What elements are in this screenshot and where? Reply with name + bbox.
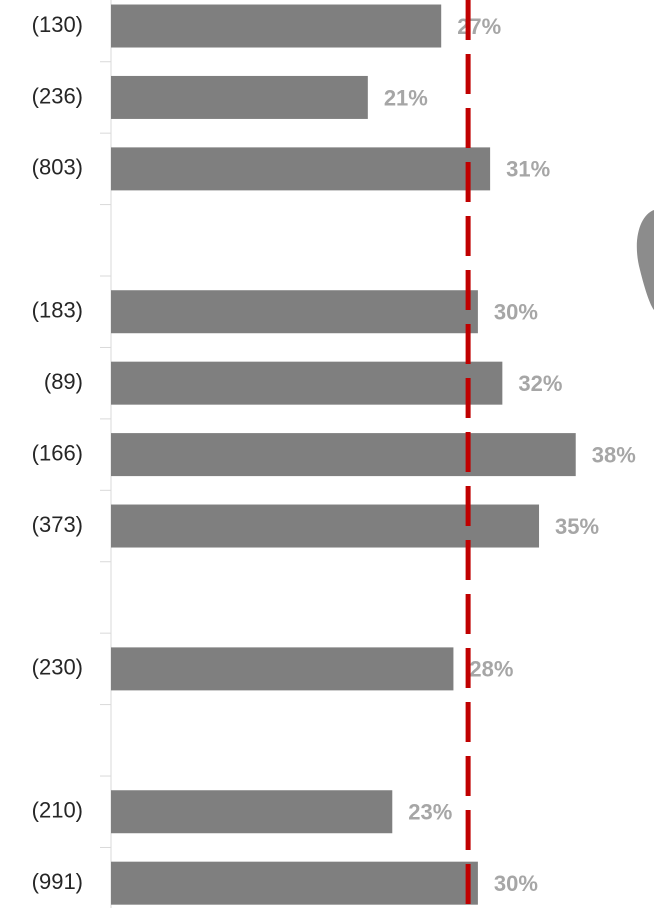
value-label: 35% bbox=[555, 514, 599, 539]
value-label: 38% bbox=[592, 442, 636, 467]
bar bbox=[111, 147, 490, 190]
y-tick-label: (166) bbox=[32, 440, 83, 465]
bar bbox=[111, 862, 478, 905]
bar bbox=[111, 290, 478, 333]
y-tick-label: (373) bbox=[32, 512, 83, 537]
y-tick-label: (130) bbox=[32, 12, 83, 37]
bar bbox=[111, 433, 576, 476]
y-tick-label: (210) bbox=[32, 798, 83, 823]
y-tick-label: (230) bbox=[32, 655, 83, 680]
bar bbox=[111, 5, 441, 48]
y-tick-label: (183) bbox=[32, 298, 83, 323]
y-tick-label: (89) bbox=[44, 369, 83, 394]
value-label: 28% bbox=[469, 657, 513, 682]
value-label: 30% bbox=[494, 871, 538, 896]
value-label: 21% bbox=[384, 85, 428, 110]
bar bbox=[111, 647, 453, 690]
value-label: 31% bbox=[506, 157, 550, 182]
y-tick-label: (236) bbox=[32, 83, 83, 108]
value-label: 32% bbox=[518, 371, 562, 396]
value-label: 30% bbox=[494, 300, 538, 325]
y-tick-label: (991) bbox=[32, 869, 83, 894]
bar bbox=[111, 362, 502, 405]
value-label: 27% bbox=[457, 14, 501, 39]
y-tick-label: (803) bbox=[32, 155, 83, 180]
bar bbox=[111, 76, 368, 119]
chart: (130) 27% (236) 21% (803) 31% (183) 30% (89) 32% (… bbox=[0, 0, 654, 908]
bar bbox=[111, 505, 539, 548]
decorative-shape bbox=[637, 210, 654, 310]
bar bbox=[111, 790, 392, 833]
value-label: 23% bbox=[408, 800, 452, 825]
